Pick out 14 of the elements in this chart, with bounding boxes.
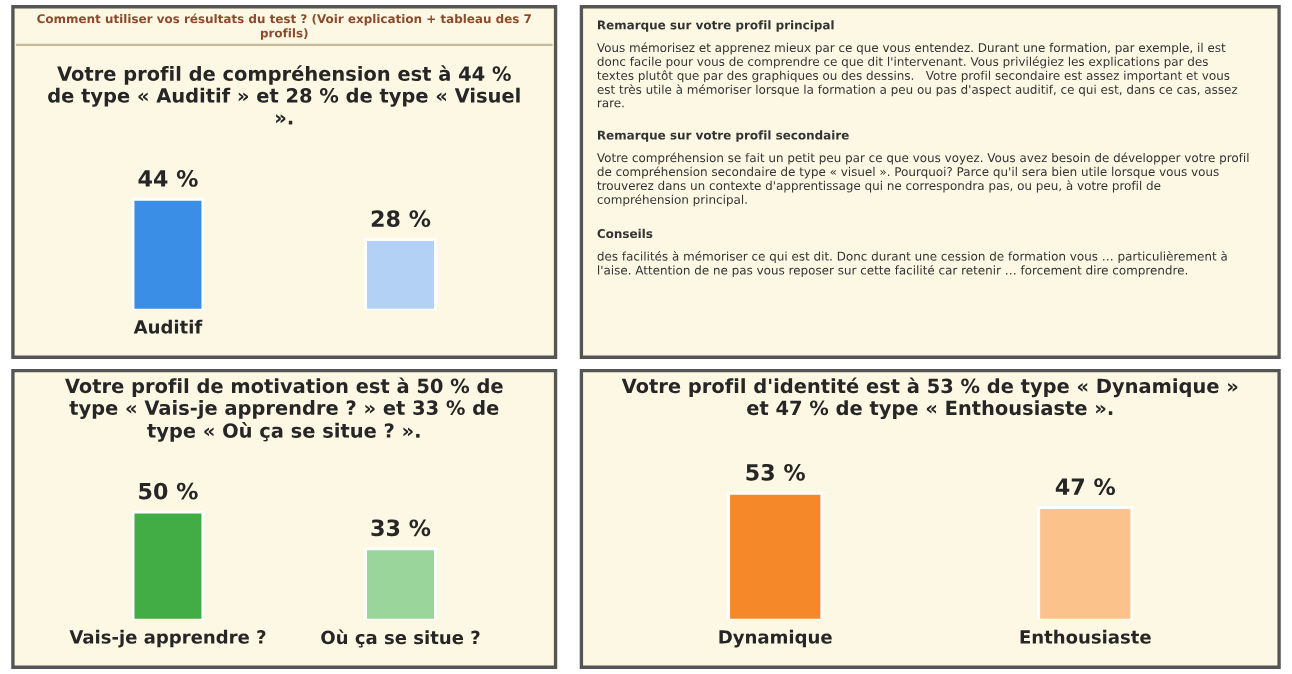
x-tick-label: Enthousiaste	[1020, 629, 1151, 644]
data-label: 50 %	[139, 482, 198, 500]
x-tick-label: Dynamique	[719, 629, 832, 648]
x-tick-label: Vais-je apprendre ?	[69, 629, 266, 648]
data-label: 47 %	[1055, 478, 1116, 496]
x-tick-label: Où ça se situe ?	[321, 629, 480, 648]
data-label: 28 %	[371, 210, 431, 228]
data-label: 53 %	[746, 463, 805, 481]
x-tick-label: Auditif	[133, 319, 203, 334]
chart-title: Votre profil de motivation est à 50 % de type « Vais-je apprendre ? » et 33 % de type « Où ça se situe ? ».	[64, 377, 503, 442]
data-label: 44 %	[138, 170, 198, 187]
chart-title: Votre profil de compréhension est à 44 % de type « Auditif » et 28 % de type « Visuel ».	[48, 65, 520, 125]
chart-title: Votre profil d'identité est à 53 % de type « Dynamique » et 47 % de type « Enthousiaste ».	[621, 377, 1238, 420]
data-label: 33 %	[371, 519, 431, 537]
